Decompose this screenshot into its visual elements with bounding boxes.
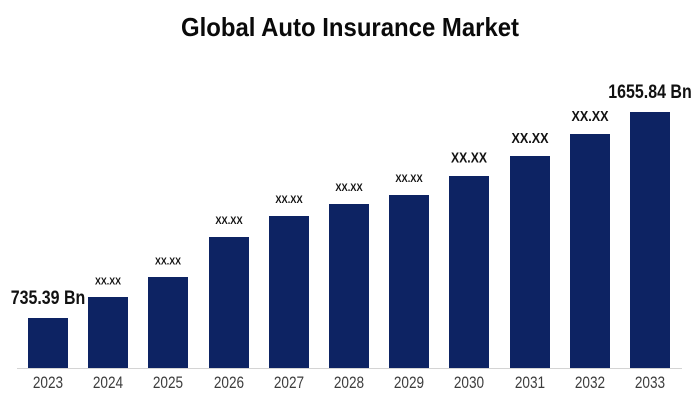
x-tick-2028: 2028 xyxy=(333,373,365,392)
bar-2033 xyxy=(630,112,670,368)
x-tick-2032: 2032 xyxy=(574,373,605,392)
value-label-2030: XX.XX xyxy=(451,150,488,167)
value-label-2025: XX.XX xyxy=(155,255,182,268)
x-tick-2027: 2027 xyxy=(273,373,304,392)
bar-2025 xyxy=(148,277,189,368)
bar-2031 xyxy=(509,156,550,368)
x-tick-2024: 2024 xyxy=(93,373,124,392)
bar-2032 xyxy=(569,134,610,368)
value-label-2029: XX.XX xyxy=(395,173,423,185)
bar-2026 xyxy=(208,237,249,368)
x-tick-2026: 2026 xyxy=(213,373,244,392)
value-label-2028: XX.XX xyxy=(335,182,363,194)
x-tick-2029: 2029 xyxy=(394,373,425,392)
value-label-2032: XX.XX xyxy=(571,108,609,125)
value-label-2031: XX.XX xyxy=(511,130,549,147)
bar-2028 xyxy=(329,204,369,368)
x-axis-line xyxy=(17,368,682,371)
x-tick-2030: 2030 xyxy=(454,373,485,392)
x-tick-2033: 2033 xyxy=(634,373,666,392)
value-label-2026: XX.XX xyxy=(214,215,243,227)
x-tick-2025: 2025 xyxy=(153,373,184,392)
value-label-2033: 1655.84 Bn xyxy=(608,82,692,103)
value-label-2027: XX.XX xyxy=(275,194,303,206)
bar-2023 xyxy=(28,318,68,368)
bar-2027 xyxy=(268,216,309,368)
chart-title: Global Auto Insurance Market xyxy=(180,12,520,42)
value-label-2023: 735.39 Bn xyxy=(10,288,86,309)
bar-2029 xyxy=(389,195,430,368)
bar-2030 xyxy=(449,176,490,368)
value-label-2024: XX.XX xyxy=(95,275,122,288)
x-tick-2031: 2031 xyxy=(514,373,545,392)
x-tick-2023: 2023 xyxy=(32,373,64,392)
bar-2024 xyxy=(88,297,129,368)
